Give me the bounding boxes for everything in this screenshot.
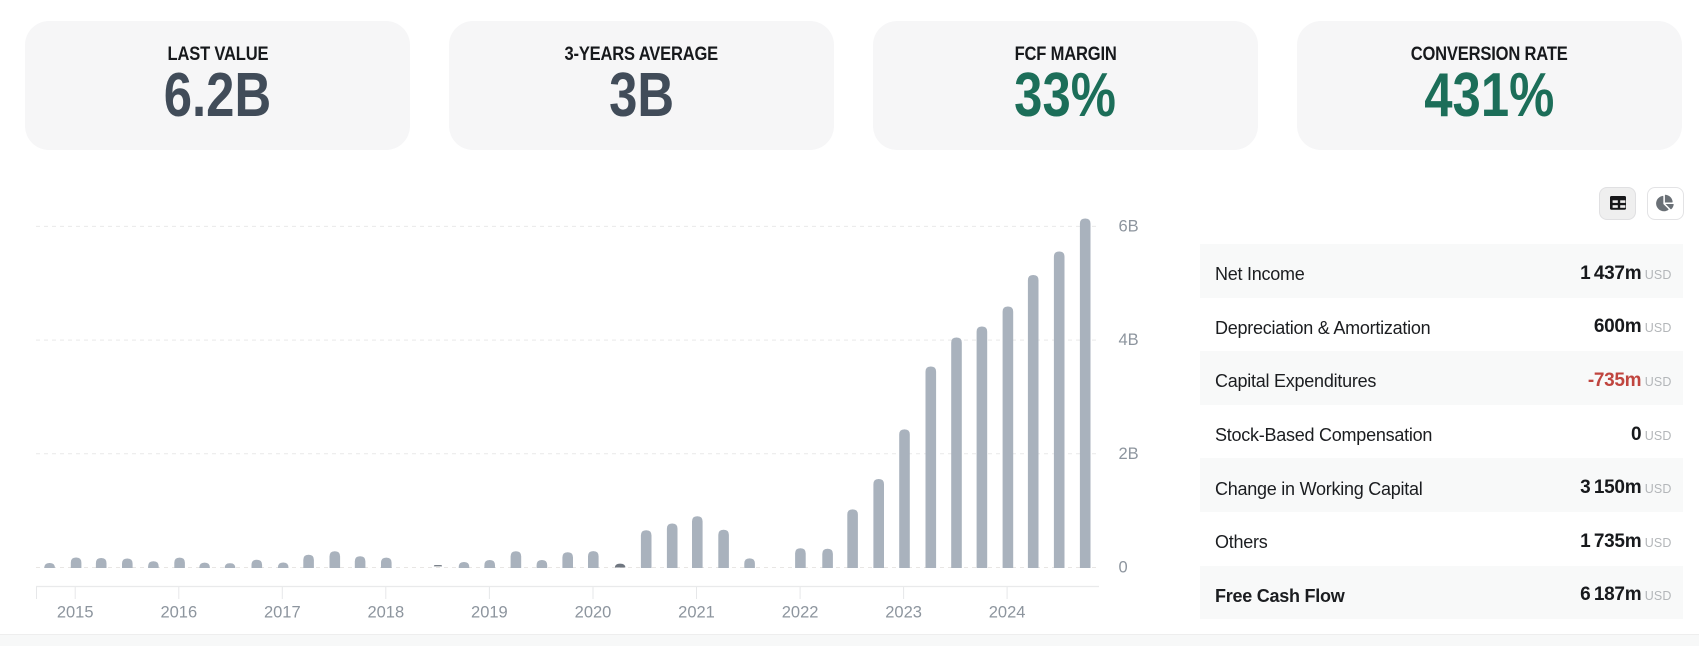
svg-text:2021: 2021 (678, 604, 715, 622)
svg-text:2023: 2023 (885, 604, 922, 622)
svg-text:2020: 2020 (575, 604, 612, 622)
svg-text:2B: 2B (1119, 445, 1139, 463)
svg-text:4B: 4B (1119, 331, 1139, 349)
svg-text:2019: 2019 (471, 604, 508, 622)
svg-text:2016: 2016 (160, 604, 197, 622)
svg-text:2024: 2024 (989, 604, 1026, 622)
svg-text:0: 0 (1119, 559, 1128, 577)
svg-text:2018: 2018 (367, 604, 404, 622)
svg-text:2017: 2017 (264, 604, 301, 622)
svg-text:2015: 2015 (57, 604, 94, 622)
svg-text:2022: 2022 (782, 604, 819, 622)
svg-text:6B: 6B (1119, 217, 1139, 235)
